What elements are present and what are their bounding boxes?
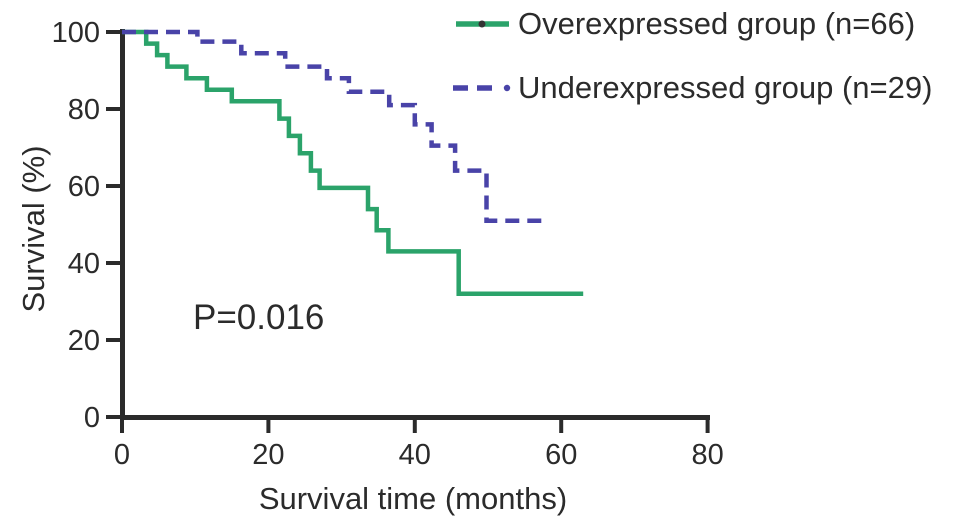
x-axis: 0 20 40 60 80 Survival time (months) — [114, 415, 724, 516]
overexpressed-marker-dot — [478, 20, 486, 28]
y-tick-label-80: 80 — [68, 94, 100, 126]
y-axis-title: Survival (%) — [16, 145, 51, 312]
y-tick-label-60: 60 — [68, 171, 100, 203]
underexpressed-curve — [122, 29, 546, 223]
y-axis-ticks — [106, 30, 120, 419]
y-axis-tick-labels: 0 20 40 60 80 100 — [52, 17, 100, 434]
y-tick-label-0: 0 — [84, 402, 100, 434]
legend-item-overexpressed: Overexpressed group (n=66) — [456, 6, 915, 41]
legend-label-overexpressed: Overexpressed group (n=66) — [518, 6, 915, 41]
legend-label-underexpressed: Underexpressed group (n=29) — [518, 70, 932, 105]
x-axis-title: Survival time (months) — [259, 481, 567, 516]
x-tick-label-60: 60 — [545, 439, 577, 471]
x-axis-ticks — [120, 420, 710, 433]
x-tick-label-40: 40 — [399, 439, 431, 471]
p-value-label: P=0.016 — [193, 298, 324, 337]
x-tick-label-0: 0 — [114, 439, 130, 471]
x-axis-tick-labels: 0 20 40 60 80 — [114, 439, 724, 471]
y-tick-label-40: 40 — [68, 248, 100, 280]
y-tick-label-20: 20 — [68, 325, 100, 357]
legend: Overexpressed group (n=66) Underexpresse… — [453, 6, 932, 105]
curves — [122, 29, 584, 297]
overexpressed-curve — [122, 29, 584, 297]
x-tick-label-80: 80 — [691, 439, 723, 471]
legend-item-underexpressed: Underexpressed group (n=29) — [453, 70, 932, 105]
y-axis: 0 20 40 60 80 100 Survival (%) — [16, 17, 125, 434]
x-tick-label-20: 20 — [252, 439, 284, 471]
y-tick-label-100: 100 — [52, 17, 100, 49]
underexpressed-marker-dot — [503, 84, 511, 92]
